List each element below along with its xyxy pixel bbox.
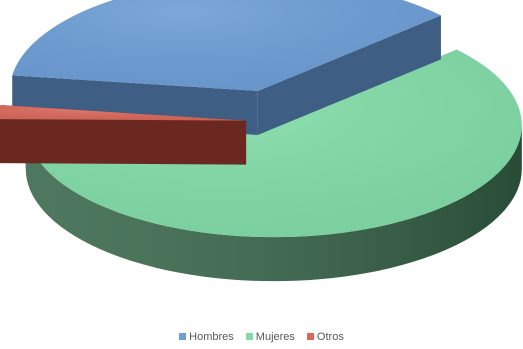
legend-swatch (179, 333, 187, 340)
pie-slice-wall (257, 15, 441, 135)
pie-slice-top-shade (12, 0, 441, 91)
pie-slice-hombres (12, 0, 441, 135)
legend-label: Hombres (189, 331, 234, 343)
legend-label: Mujeres (255, 331, 295, 343)
legend-swatch (306, 333, 314, 340)
legend-item-mujeres: Mujeres (245, 330, 295, 344)
legend-label: Otros (316, 331, 344, 343)
pie-slice-otros (0, 105, 247, 165)
legend-swatch (245, 333, 253, 340)
pie-slice-mujeres (25, 49, 522, 282)
legend-item-otros: Otros (306, 330, 344, 344)
pie-slice-top-shade (0, 105, 247, 121)
legend-item-hombres: Hombres (179, 330, 234, 344)
chart-legend: Hombres Mujeres Otros (0, 330, 523, 344)
pie-chart-svg (0, 0, 522, 282)
pie-slice-top-shade (25, 49, 522, 238)
pie-slice-side-shade (25, 125, 522, 282)
